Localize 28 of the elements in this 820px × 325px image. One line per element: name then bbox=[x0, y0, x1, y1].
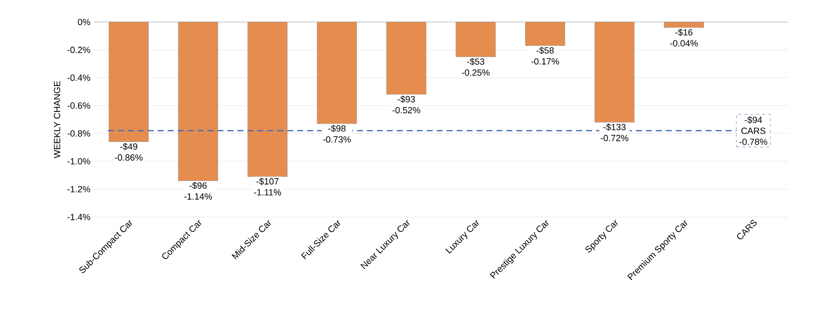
data-label: -0.72% bbox=[600, 134, 628, 142]
annotation: -$98 bbox=[328, 124, 346, 132]
annotation: -$58 bbox=[536, 46, 554, 54]
annotation: -$96 bbox=[190, 182, 207, 190]
annotation: -$107 bbox=[256, 178, 279, 186]
ref-line-label: -$94 CARS -0.78% bbox=[740, 116, 768, 145]
annotation: -$49 bbox=[120, 142, 138, 150]
data-label: -0.86% bbox=[114, 154, 143, 161]
data-label: -0.17% bbox=[531, 58, 559, 65]
annotation: -$53 bbox=[467, 58, 484, 66]
y-tick-label: -1.2% bbox=[67, 186, 90, 192]
y-axis-title: WEEKLY CHANGE bbox=[54, 81, 60, 158]
data-label: -0.25% bbox=[462, 69, 490, 76]
data-label: -1.11% bbox=[254, 189, 282, 196]
data-label: -0.04% bbox=[670, 40, 698, 46]
y-tick-label: -1.4% bbox=[67, 214, 90, 220]
y-tick-label: -0.4% bbox=[67, 74, 90, 81]
data-label: -0.73% bbox=[323, 136, 351, 143]
annotation: -$93 bbox=[398, 96, 415, 103]
annotation: -$133 bbox=[603, 123, 626, 131]
data-label: -1.14% bbox=[184, 193, 212, 200]
y-tick-label: -1.0% bbox=[67, 158, 90, 164]
y-tick-label: -0.6% bbox=[67, 102, 90, 109]
data-label: -0.52% bbox=[392, 106, 420, 114]
y-tick-label: 0% bbox=[78, 18, 90, 26]
y-tick-label: -0.8% bbox=[67, 130, 90, 137]
annotation: -$16 bbox=[675, 28, 692, 36]
y-tick-label: -0.2% bbox=[67, 46, 90, 54]
